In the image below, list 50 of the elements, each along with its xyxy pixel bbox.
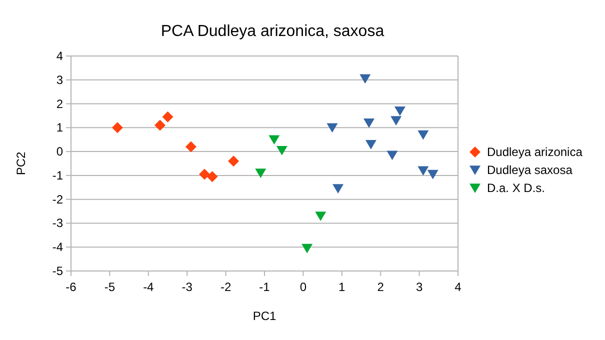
legend-label: D.a. X D.s. — [487, 181, 546, 195]
y-axis-title: PC2 — [14, 152, 28, 176]
chart-title: PCA Dudleya arizonica, saxosa — [160, 23, 384, 40]
point — [268, 135, 280, 145]
point — [360, 74, 371, 84]
x-tick-label: 0 — [300, 280, 307, 294]
point — [276, 146, 288, 156]
point — [228, 156, 240, 167]
point — [386, 150, 398, 160]
y-tick-label: -4 — [52, 240, 64, 254]
x-tick-label: -6 — [66, 280, 77, 294]
point — [162, 111, 174, 122]
x-tick-label: 3 — [416, 280, 423, 294]
y-tick-label: 4 — [56, 49, 64, 63]
point — [185, 141, 196, 152]
y-tick-label: 3 — [56, 72, 64, 87]
point — [394, 106, 406, 116]
point — [418, 130, 429, 140]
y-tick-label: -3 — [52, 216, 64, 230]
y-tick-label: 0 — [56, 144, 64, 159]
point — [365, 140, 376, 150]
y-tick-label: 1 — [56, 120, 64, 135]
point — [302, 244, 313, 254]
x-tick-label: -4 — [143, 280, 154, 294]
point — [199, 168, 210, 180]
point — [255, 168, 266, 178]
y-tick-label: -1 — [52, 168, 64, 182]
x-tick-label: -5 — [104, 280, 116, 294]
x-tick-label: -2 — [220, 280, 232, 294]
point — [427, 170, 438, 180]
point — [418, 166, 429, 176]
legend-label: Dudleya saxosa — [487, 163, 573, 177]
y-tick-label: -5 — [52, 264, 64, 278]
y-tick-label: 2 — [56, 96, 64, 111]
point — [363, 118, 374, 128]
point — [326, 123, 338, 133]
point — [154, 120, 166, 131]
point — [315, 212, 326, 222]
point — [206, 171, 218, 182]
y-tick-label: -2 — [52, 192, 64, 206]
point — [332, 184, 344, 194]
point — [112, 122, 123, 134]
x-axis-title: PC1 — [252, 309, 276, 323]
point — [390, 116, 402, 126]
x-tick-label: -3 — [182, 280, 193, 294]
x-tick-label: 2 — [377, 280, 384, 294]
legend-label: Dudleya arizonica — [487, 145, 583, 159]
x-tick-label: 4 — [454, 280, 462, 294]
x-tick-label: 1 — [338, 280, 346, 294]
x-tick-label: -1 — [259, 280, 270, 294]
